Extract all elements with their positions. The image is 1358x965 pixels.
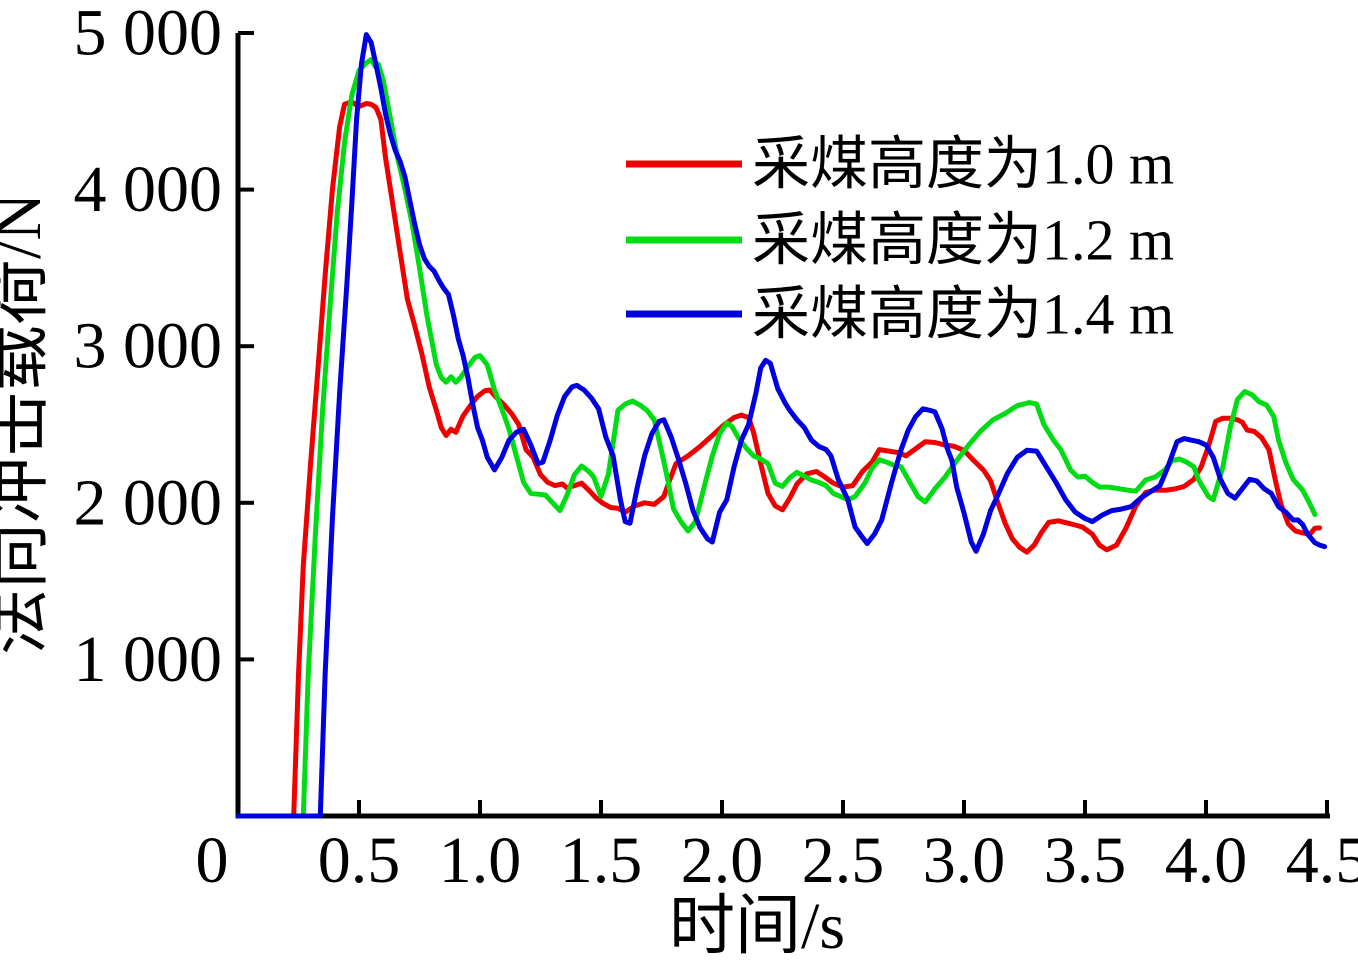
legend-label-height-1-0m: 采煤高度为1.0 m	[752, 132, 1174, 197]
y-tick-label: 2 000	[74, 466, 223, 539]
legend-row: 采煤高度为1.4 m	[626, 282, 1174, 347]
legend-row: 采煤高度为1.0 m	[626, 132, 1174, 197]
y-axis-title: 法向冲击载荷/N	[0, 193, 55, 655]
x-tick-label: 3.0	[923, 824, 1006, 897]
y-tick-label: 1 000	[74, 623, 223, 696]
x-tick-label: 4.0	[1165, 824, 1248, 897]
y-tick-label: 3 000	[74, 310, 223, 383]
x-tick-label: 1.0	[439, 824, 522, 897]
x-tick-label: 2.0	[681, 824, 764, 897]
x-tick-label: 2.5	[802, 824, 885, 897]
x-tick-label: 4.5	[1286, 824, 1358, 897]
x-tick-label: 3.5	[1044, 824, 1127, 897]
legend-label-height-1-2m: 采煤高度为1.2 m	[752, 208, 1174, 273]
y-tick-label: 5 000	[74, 0, 223, 70]
x-axis-title: 时间/s	[669, 890, 845, 963]
series-line-2	[235, 32, 1328, 819]
legend-label-height-1-4m: 采煤高度为1.4 m	[752, 282, 1174, 347]
y-tick-label: 4 000	[74, 153, 223, 226]
x-tick-label: 0	[196, 824, 229, 897]
plot-area: 0 0.5 1.0 1.5 2.0 2.5 3.0 3.5 4.0 4.5 1 000 2 000 3 …	[74, 0, 1358, 897]
x-tick-label: 1.5	[560, 824, 643, 897]
x-tick-label: 0.5	[318, 824, 401, 897]
legend: 采煤高度为1.0 m 采煤高度为1.2 m 采煤高度为1.4 m	[626, 132, 1174, 347]
legend-row: 采煤高度为1.2 m	[626, 208, 1174, 273]
